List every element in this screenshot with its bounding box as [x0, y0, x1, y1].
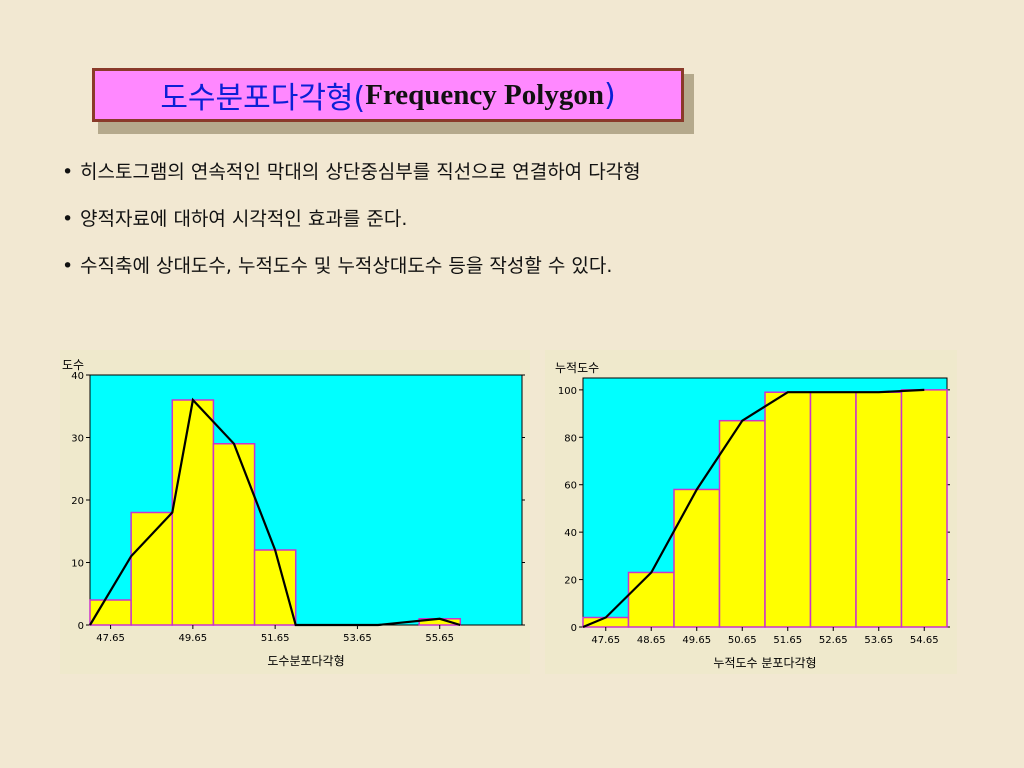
x-tick-label: 53.65	[864, 635, 893, 646]
polygon-line	[582, 388, 925, 629]
bullet-dot: •	[62, 161, 74, 183]
frequency-polygon-chart: 도수 0 10 20 30 40 47.65 49.65 51.65 53.65 55.65 도수분포…	[60, 350, 530, 674]
histogram-bar	[89, 599, 132, 626]
histogram-bar	[212, 443, 256, 626]
y-tick-label: 80	[564, 433, 577, 444]
x-tick-label: 55.65	[425, 633, 454, 644]
cumulative-bar	[809, 391, 857, 628]
title-english: Frequency Polygon	[365, 78, 604, 111]
x-tick-label: 51.65	[773, 635, 802, 646]
bullet-dot: •	[62, 255, 74, 277]
cumulative-bar	[582, 616, 630, 628]
x-tick-label: 54.65	[910, 635, 939, 646]
y-tick-label: 20	[564, 576, 577, 587]
x-tick-label: 47.65	[591, 635, 620, 646]
bullet-text: 양적자료에 대하여 시각적인 효과를 준다.	[80, 208, 408, 230]
y-axis-label: 도수	[62, 358, 84, 372]
bullet-dot: •	[62, 208, 74, 230]
x-tick-label: 49.65	[179, 633, 208, 644]
y-axis-label: 누적도수	[555, 361, 599, 375]
title-korean: 도수분포다각형(	[160, 81, 366, 116]
cumulative-bar	[900, 389, 948, 628]
slide-title: 도수분포다각형(Frequency Polygon)	[92, 68, 684, 122]
cumulative-bar	[764, 391, 812, 628]
y-tick-label: 0	[78, 621, 84, 632]
x-tick-label: 48.65	[637, 635, 666, 646]
bullet-item: • 히스토그램의 연속적인 막대의 상단중심부를 직선으로 연결하여 다각형	[62, 152, 641, 199]
cumulative-bar	[673, 488, 721, 628]
histogram-bar	[171, 399, 215, 626]
cumulative-bar	[627, 571, 675, 628]
y-tick-label: 60	[564, 481, 577, 492]
x-tick-label: 50.65	[728, 635, 757, 646]
y-tick-label: 0	[571, 623, 577, 634]
y-tick-label: 40	[564, 528, 577, 539]
x-tick-label: 49.65	[682, 635, 711, 646]
x-tick-label: 47.65	[96, 633, 125, 644]
x-tick-label: 53.65	[343, 633, 372, 644]
histogram-bar	[130, 511, 174, 626]
bullet-list: • 히스토그램의 연속적인 막대의 상단중심부를 직선으로 연결하여 다각형 • 양…	[62, 152, 641, 293]
y-tick-label: 20	[71, 496, 84, 507]
bullet-item: • 수직축에 상대도수, 누적도수 및 누적상대도수 등을 작성할 수 있다.	[62, 246, 641, 293]
y-tick-label: 100	[558, 386, 577, 397]
x-tick-label: 52.65	[819, 635, 848, 646]
cumulative-chart-svg: 누적도수 0 20 40 60 80 100 47.65 48.65 49.65 50.65 51.6…	[555, 361, 950, 670]
y-tick-label: 30	[71, 434, 84, 445]
cumulative-bar	[855, 391, 903, 628]
x-axis-label: 누적도수 분포다각형	[713, 656, 816, 670]
x-axis-label: 도수분포다각형	[267, 654, 344, 668]
x-tick-label: 51.65	[261, 633, 290, 644]
bullet-item: • 양적자료에 대하여 시각적인 효과를 준다.	[62, 199, 641, 246]
y-tick-label: 40	[71, 371, 84, 382]
bullet-text: 히스토그램의 연속적인 막대의 상단중심부를 직선으로 연결하여 다각형	[80, 161, 641, 183]
title-close-paren: )	[603, 77, 616, 113]
bullet-text: 수직축에 상대도수, 누적도수 및 누적상대도수 등을 작성할 수 있다.	[80, 255, 613, 277]
frequency-chart-svg: 도수 0 10 20 30 40 47.65 49.65 51.65 53.65 55.65 도수분포…	[62, 358, 525, 668]
histogram-bar	[253, 549, 297, 626]
y-tick-label: 10	[71, 559, 84, 570]
cumulative-polygon-chart: 누적도수 0 20 40 60 80 100 47.65 48.65 49.65 50.65 51.6…	[545, 350, 957, 674]
cumulative-bar	[718, 419, 766, 628]
polygon-line	[89, 397, 461, 627]
